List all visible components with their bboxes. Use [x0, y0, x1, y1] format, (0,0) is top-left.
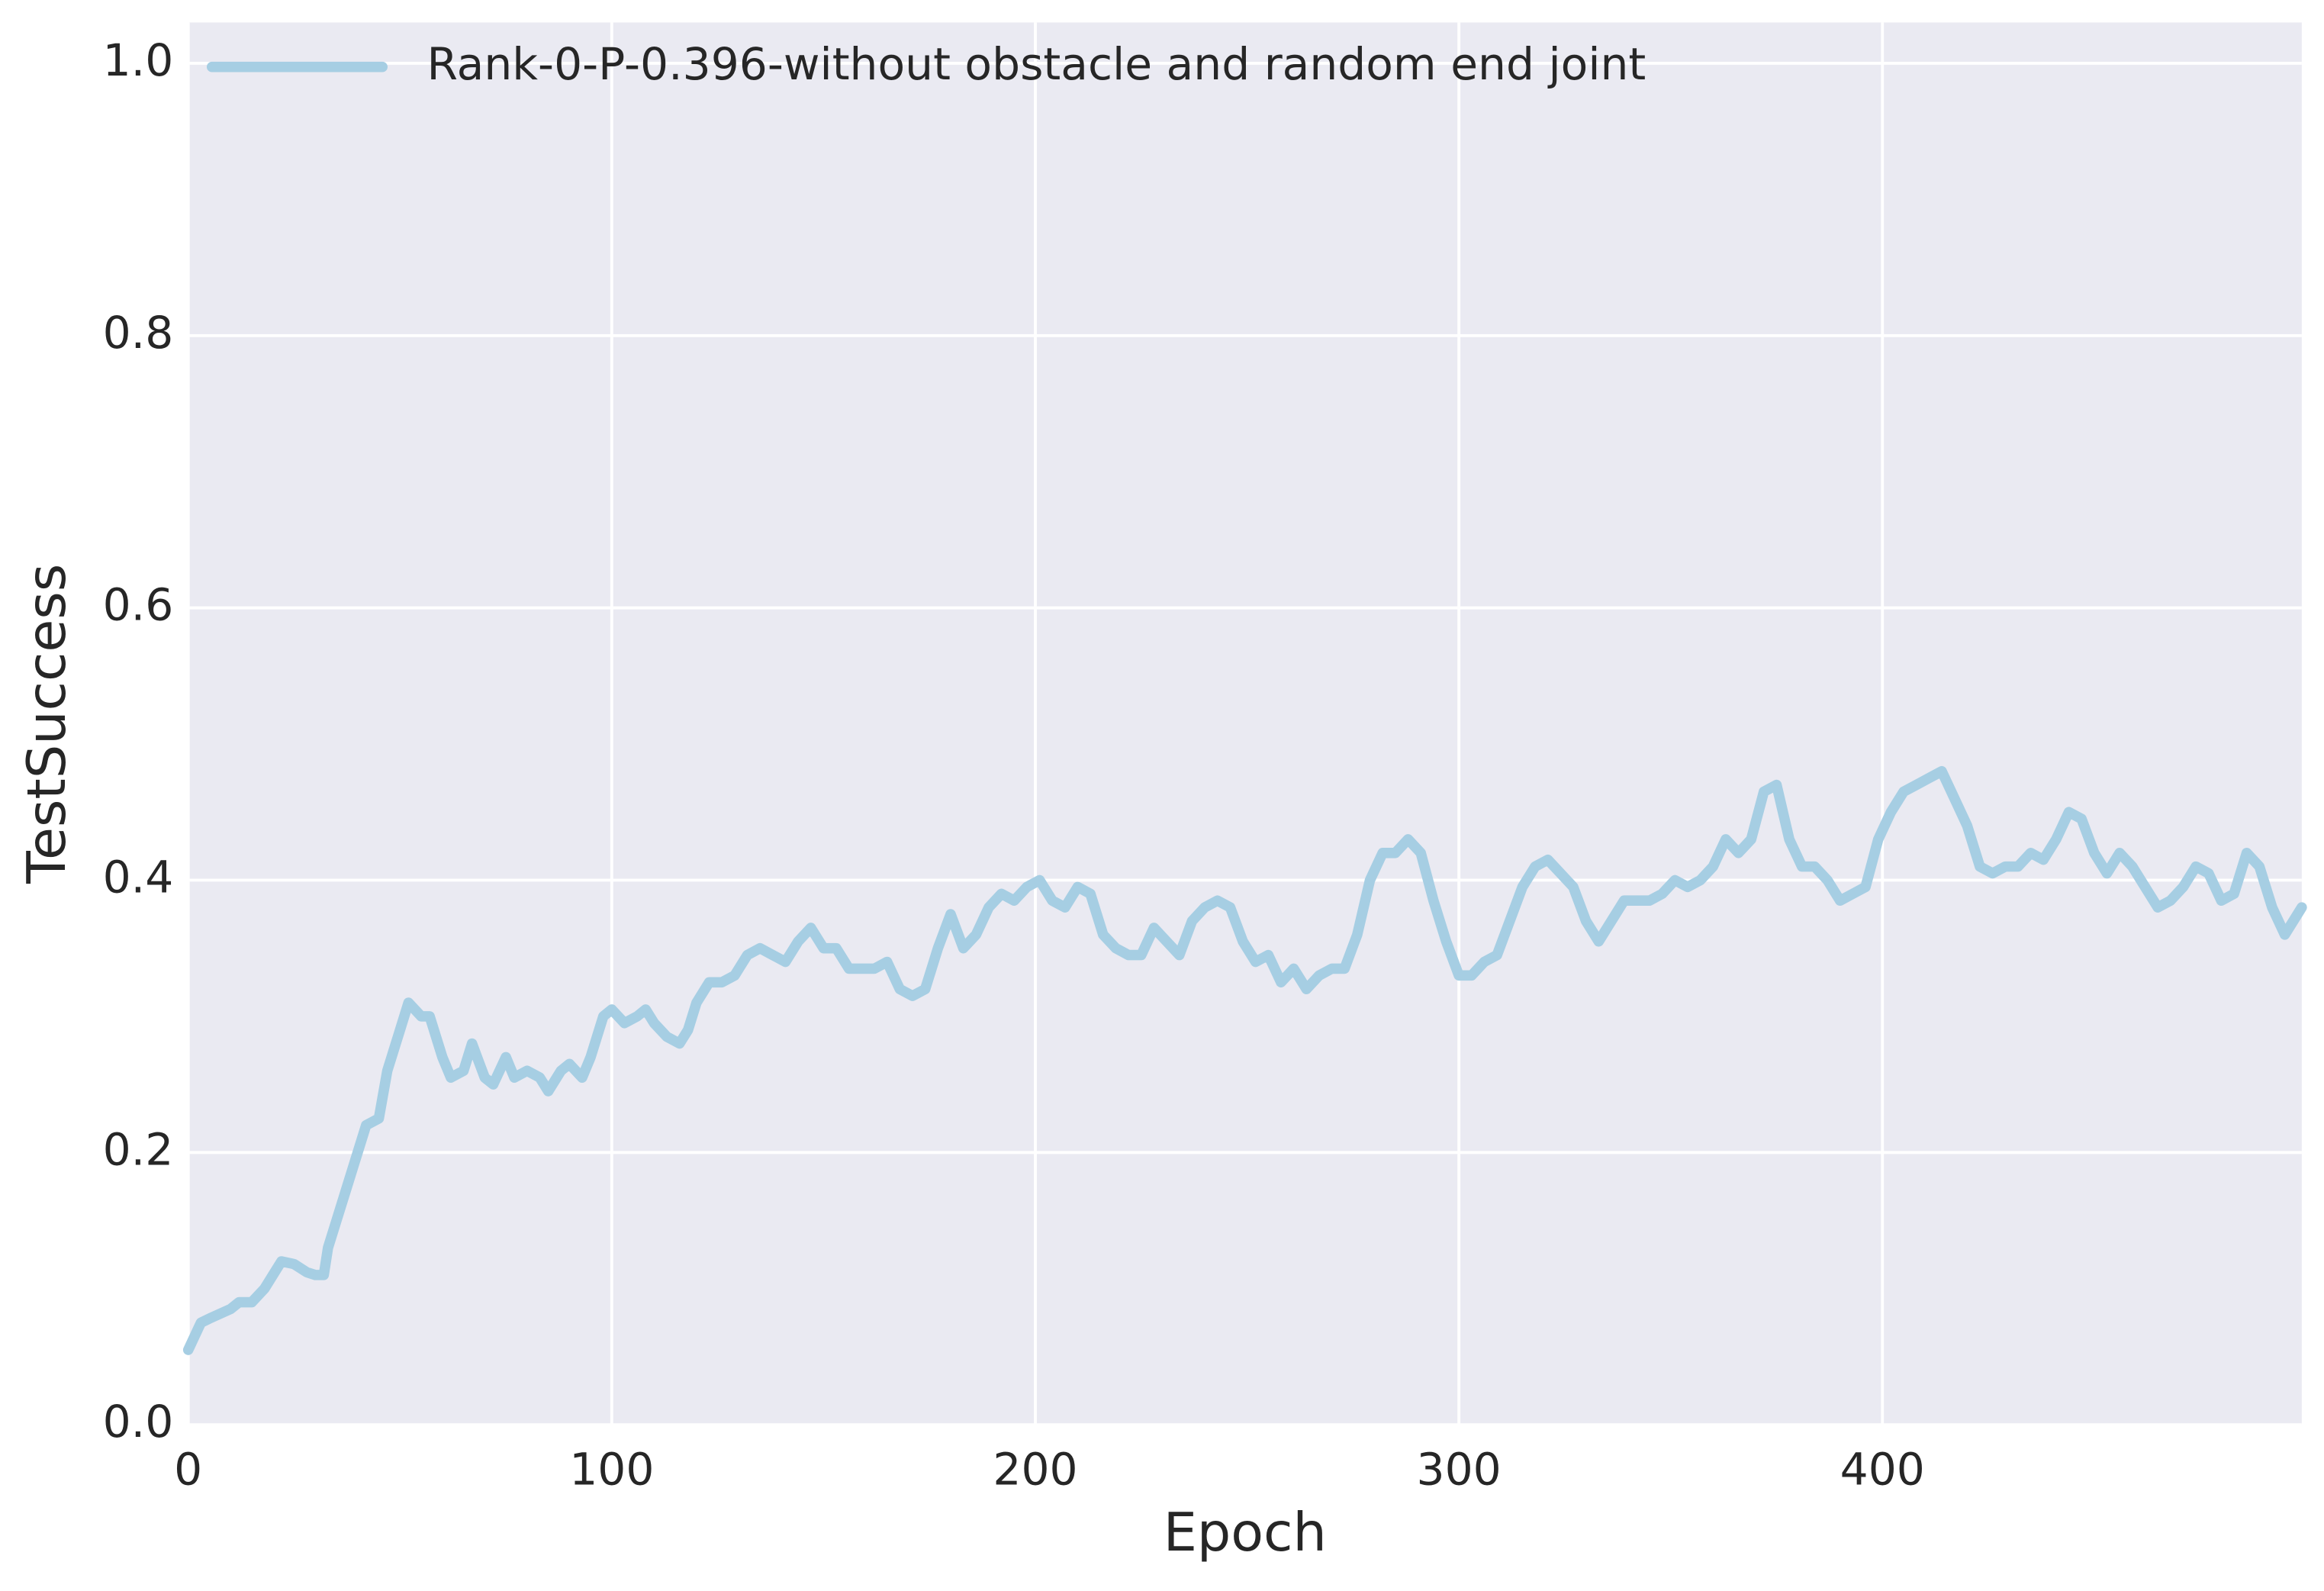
grid	[186, 22, 2302, 1427]
ticks: 0.0 0.2 0.4 0.6 0.8 1.0 0 100 200 300 400	[103, 34, 1925, 1495]
y-tick-label: 0.2	[103, 1123, 174, 1175]
x-axis-label: Epoch	[1164, 1502, 1327, 1564]
x-tick-label: 100	[569, 1443, 654, 1495]
y-axis-label: TestSuccess	[16, 564, 78, 884]
x-tick-label: 400	[1840, 1443, 1925, 1495]
x-tick-label: 300	[1417, 1443, 1502, 1495]
x-tick-label: 200	[993, 1443, 1077, 1495]
plot-background	[188, 22, 2302, 1425]
y-tick-label: 0.0	[103, 1396, 174, 1448]
y-tick-label: 0.6	[103, 579, 174, 631]
legend-label: Rank-0-P-0.396-without obstacle and rand…	[426, 38, 1646, 90]
y-tick-label: 0.8	[103, 307, 174, 359]
y-tick-label: 0.4	[103, 852, 174, 903]
legend: Rank-0-P-0.396-without obstacle and rand…	[206, 38, 1646, 90]
x-tick-label: 0	[174, 1443, 202, 1495]
lines	[182, 765, 2307, 1355]
series-line	[182, 765, 2307, 1355]
y-tick-label: 1.0	[103, 34, 174, 86]
